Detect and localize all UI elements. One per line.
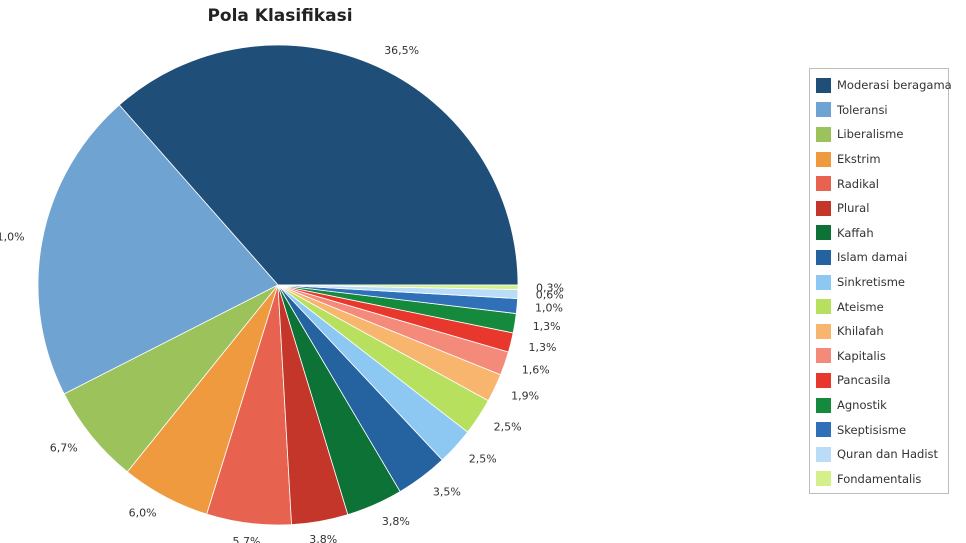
legend-item: Kapitalis	[816, 344, 948, 369]
slice-percent-label: 2,5%	[494, 421, 522, 434]
legend-item: Plural	[816, 196, 948, 221]
slice-percent-label: 5,7%	[233, 535, 261, 543]
slice-percent-label: 1,6%	[522, 363, 550, 376]
legend-item: Kaffah	[816, 221, 948, 246]
legend-label: Fondamentalis	[837, 471, 922, 486]
legend: Moderasi beragama Toleransi Liberalisme Eks…	[809, 68, 952, 494]
legend-item: Radikal	[816, 171, 948, 196]
legend-item: Sinkretisme	[816, 270, 948, 295]
legend-label: Khilafah	[837, 324, 884, 339]
legend-label: Islam damai	[837, 250, 908, 265]
legend-swatch	[816, 126, 831, 142]
legend-swatch	[816, 422, 831, 438]
slice-percent-label: 6,7%	[50, 442, 78, 455]
legend-swatch	[816, 249, 831, 265]
slice-percent-label: 36,5%	[384, 44, 419, 57]
legend-label: Plural	[837, 201, 870, 216]
slice-percent-label: 1,3%	[529, 341, 557, 354]
legend-swatch	[816, 274, 831, 290]
legend-item: Moderasi beragama	[816, 73, 952, 98]
pie-slice	[37, 104, 279, 395]
legend-label: Quran dan Hadist	[837, 447, 939, 462]
legend-label: Ekstrim	[837, 152, 881, 167]
legend-label: Skeptisisme	[837, 422, 907, 437]
slice-percent-label: 2,5%	[469, 453, 497, 466]
legend-swatch	[816, 372, 831, 388]
legend-item: Liberalisme	[816, 122, 948, 147]
legend-item: Islam damai	[816, 245, 948, 270]
legend-swatch	[816, 348, 831, 364]
legend-swatch	[816, 446, 831, 462]
slice-percent-label: 0,6%	[536, 289, 564, 302]
legend-swatch	[816, 151, 831, 167]
legend-label: Ateisme	[837, 299, 884, 314]
legend-item: Toleransi	[816, 98, 948, 123]
legend-label: Radikal	[837, 176, 879, 191]
legend-item: Ekstrim	[816, 147, 948, 172]
legend-swatch	[816, 225, 831, 241]
slice-percent-label: 3,8%	[309, 533, 337, 543]
pie-chart: 36,5% 21,0% 6,7% 6,0% 5,7% 3,8% 3,8% 3,5% 2,5% 2,…	[0, 44, 564, 543]
slice-percent-label: 1,3%	[533, 320, 561, 333]
legend-label: Pancasila	[837, 373, 891, 388]
slice-percent-label: 6,0%	[129, 507, 157, 520]
legend-item: Fondamentalis	[816, 467, 948, 492]
pie-slice	[277, 284, 519, 290]
legend-label: Liberalisme	[837, 127, 904, 142]
legend-label: Kaffah	[837, 225, 874, 240]
slice-percent-label: 1,9%	[511, 390, 539, 403]
legend-item: Skeptisisme	[816, 417, 948, 442]
legend-label: Toleransi	[837, 102, 888, 117]
pie-slice	[118, 44, 519, 286]
legend-swatch	[816, 299, 831, 315]
slice-percent-label: 21,0%	[0, 231, 25, 244]
slice-percent-label: 1,0%	[535, 302, 563, 315]
legend-label: Moderasi beragama	[837, 78, 952, 93]
legend-label: Kapitalis	[837, 348, 886, 363]
legend-item: Khilafah	[816, 319, 948, 344]
legend-label: Agnostik	[837, 398, 887, 413]
legend-item: Ateisme	[816, 294, 948, 319]
slice-percent-label: 3,8%	[382, 515, 410, 528]
legend-swatch	[816, 200, 831, 216]
legend-label: Sinkretisme	[837, 275, 905, 290]
chart-title: Pola Klasifikasi	[207, 6, 353, 26]
legend-swatch	[816, 77, 831, 93]
legend-swatch	[816, 323, 831, 339]
legend-item: Pancasila	[816, 368, 948, 393]
slice-percent-label: 3,5%	[433, 485, 461, 498]
legend-swatch	[816, 102, 831, 118]
legend-item: Quran dan Hadist	[816, 442, 948, 467]
legend-swatch	[816, 471, 831, 487]
slice-percent-label: 0,3%	[536, 281, 564, 294]
legend-item: Agnostik	[816, 393, 948, 418]
legend-swatch	[816, 176, 831, 192]
legend-swatch	[816, 397, 831, 413]
